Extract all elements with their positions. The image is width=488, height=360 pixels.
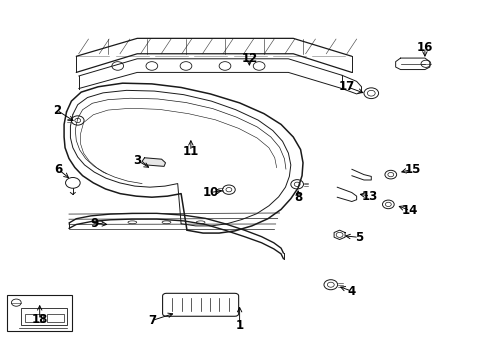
Text: 1: 1 (235, 319, 243, 332)
Text: 5: 5 (354, 231, 363, 244)
Bar (21, 308, 67, 325)
Text: 18: 18 (31, 313, 48, 327)
Text: 7: 7 (147, 314, 156, 327)
Text: 12: 12 (241, 51, 257, 64)
Bar (46, 315, 64, 322)
Text: 4: 4 (347, 285, 355, 298)
Bar (25, 315, 42, 322)
Text: 11: 11 (183, 145, 199, 158)
Text: 15: 15 (404, 163, 420, 176)
Text: 9: 9 (90, 216, 98, 230)
Polygon shape (142, 158, 165, 166)
Text: 10: 10 (202, 186, 218, 199)
Text: 2: 2 (53, 104, 61, 117)
FancyBboxPatch shape (162, 293, 238, 316)
Text: 3: 3 (133, 154, 141, 167)
Text: 16: 16 (416, 41, 432, 54)
Text: 14: 14 (401, 204, 418, 217)
Text: 8: 8 (293, 192, 302, 204)
Bar (6, 296, 72, 331)
Text: 17: 17 (338, 80, 354, 93)
Text: 13: 13 (362, 190, 378, 203)
Text: 6: 6 (54, 163, 62, 176)
